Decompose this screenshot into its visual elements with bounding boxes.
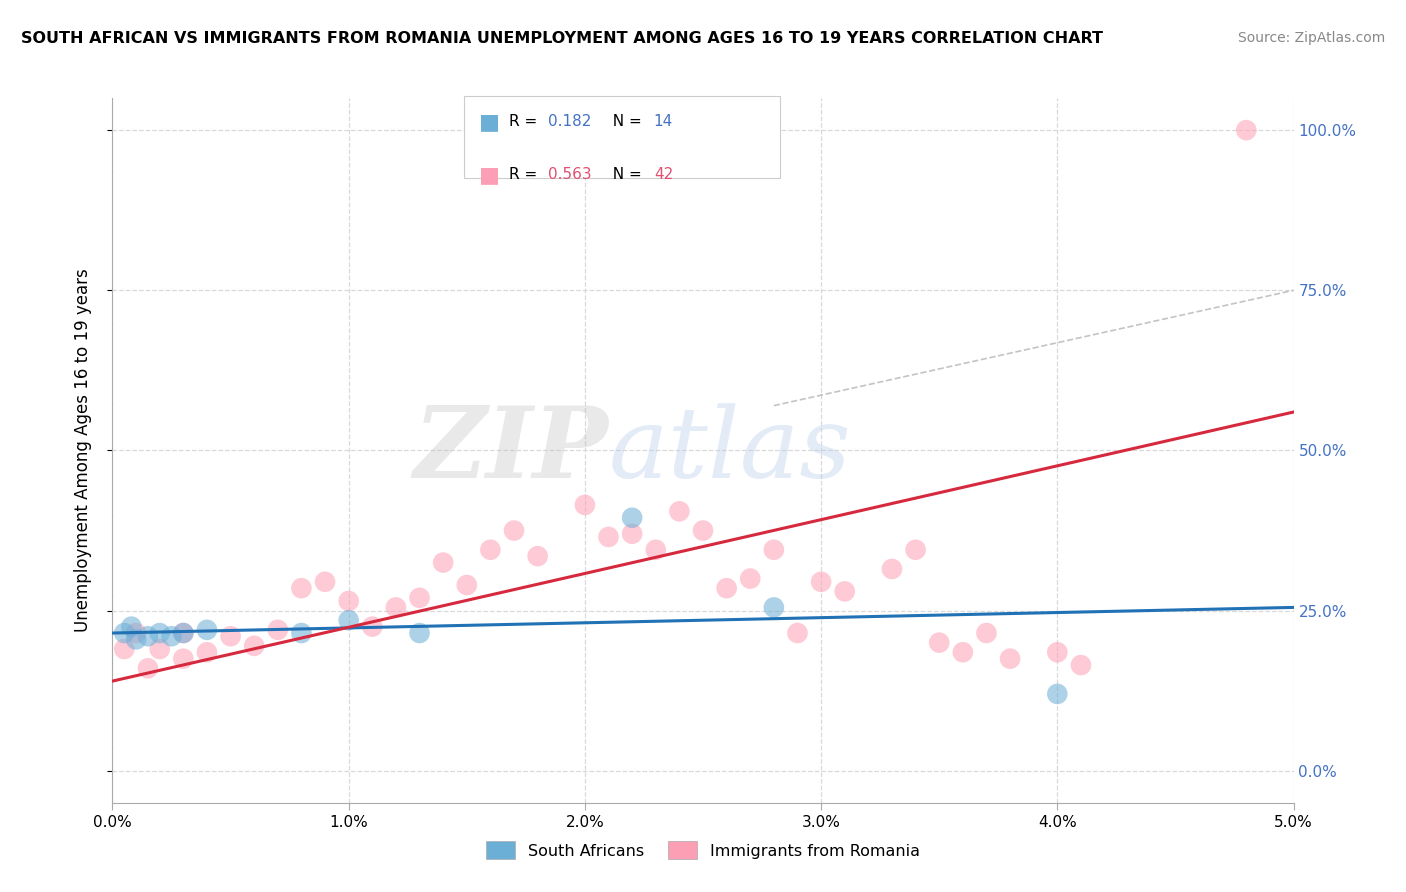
Text: N =: N = bbox=[603, 167, 647, 182]
Point bbox=[716, 581, 738, 595]
Point bbox=[1234, 123, 1257, 137]
Point bbox=[928, 635, 950, 649]
Point bbox=[408, 591, 430, 605]
Point bbox=[526, 549, 548, 564]
Point bbox=[290, 581, 312, 595]
Point bbox=[503, 524, 526, 538]
Point bbox=[195, 645, 218, 659]
Point bbox=[1046, 687, 1069, 701]
Point bbox=[762, 542, 785, 557]
Point bbox=[337, 594, 360, 608]
Point bbox=[125, 626, 148, 640]
Point bbox=[408, 626, 430, 640]
Point bbox=[385, 600, 408, 615]
Point bbox=[1070, 658, 1092, 673]
Point bbox=[621, 526, 644, 541]
Point bbox=[361, 619, 384, 633]
Text: SOUTH AFRICAN VS IMMIGRANTS FROM ROMANIA UNEMPLOYMENT AMONG AGES 16 TO 19 YEARS : SOUTH AFRICAN VS IMMIGRANTS FROM ROMANIA… bbox=[21, 31, 1104, 46]
Legend: South Africans, Immigrants from Romania: South Africans, Immigrants from Romania bbox=[479, 835, 927, 865]
Text: 0.563: 0.563 bbox=[548, 167, 592, 182]
Point bbox=[998, 651, 1021, 665]
Point bbox=[880, 562, 903, 576]
Text: 14: 14 bbox=[654, 114, 673, 129]
Text: ■: ■ bbox=[479, 112, 501, 132]
Point bbox=[644, 542, 666, 557]
Point bbox=[172, 651, 194, 665]
Point bbox=[125, 632, 148, 647]
Y-axis label: Unemployment Among Ages 16 to 19 years: Unemployment Among Ages 16 to 19 years bbox=[73, 268, 91, 632]
Point bbox=[136, 629, 159, 643]
Point bbox=[762, 600, 785, 615]
Text: 0.182: 0.182 bbox=[548, 114, 592, 129]
Text: atlas: atlas bbox=[609, 403, 851, 498]
Text: 42: 42 bbox=[654, 167, 673, 182]
Point bbox=[456, 578, 478, 592]
Point bbox=[195, 623, 218, 637]
Point bbox=[149, 626, 172, 640]
Text: ZIP: ZIP bbox=[413, 402, 609, 499]
Point bbox=[172, 626, 194, 640]
Point bbox=[149, 642, 172, 657]
Point bbox=[172, 626, 194, 640]
Point bbox=[479, 542, 502, 557]
Point bbox=[740, 572, 762, 586]
Point bbox=[432, 556, 454, 570]
Point bbox=[160, 629, 183, 643]
Point bbox=[834, 584, 856, 599]
Point bbox=[290, 626, 312, 640]
Point bbox=[668, 504, 690, 518]
Text: R =: R = bbox=[509, 167, 543, 182]
Point bbox=[598, 530, 620, 544]
Point bbox=[219, 629, 242, 643]
Text: N =: N = bbox=[603, 114, 647, 129]
Point bbox=[112, 626, 135, 640]
Point bbox=[952, 645, 974, 659]
Point bbox=[243, 639, 266, 653]
Point bbox=[112, 642, 135, 657]
Point bbox=[574, 498, 596, 512]
Point bbox=[976, 626, 998, 640]
Point bbox=[337, 613, 360, 627]
Point bbox=[120, 619, 142, 633]
Point bbox=[621, 510, 644, 524]
Point bbox=[1046, 645, 1069, 659]
Text: Source: ZipAtlas.com: Source: ZipAtlas.com bbox=[1237, 31, 1385, 45]
Text: R =: R = bbox=[509, 114, 543, 129]
Point bbox=[692, 524, 714, 538]
Point bbox=[786, 626, 808, 640]
Point bbox=[136, 661, 159, 675]
Text: ■: ■ bbox=[479, 165, 501, 185]
Point bbox=[314, 574, 336, 589]
Point bbox=[904, 542, 927, 557]
Point bbox=[810, 574, 832, 589]
Point bbox=[267, 623, 290, 637]
